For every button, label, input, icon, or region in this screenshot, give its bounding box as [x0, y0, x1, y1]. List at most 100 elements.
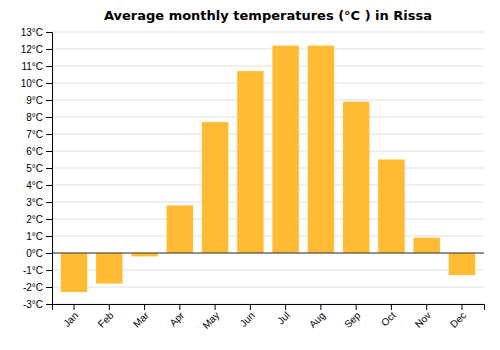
y-tick-label: 11°C: [21, 61, 43, 72]
x-tick-label: Sep: [342, 309, 363, 330]
grid-line: [52, 185, 484, 186]
y-tick-mark: [46, 134, 52, 135]
x-tick: Jun: [238, 304, 257, 329]
grid-line: [52, 134, 484, 135]
y-tick-mark: [46, 66, 52, 67]
y-tick-mark: [46, 253, 52, 254]
bar: [237, 71, 263, 253]
grid-line: [52, 66, 484, 67]
y-tick: 10°C: [21, 78, 52, 89]
y-tick-mark: [46, 236, 52, 237]
x-tick-mark: [320, 304, 321, 310]
bar: [413, 238, 439, 253]
y-tick-label: 4°C: [26, 180, 43, 191]
y-tick: -2°C: [23, 282, 52, 293]
x-tick: Jul: [275, 304, 292, 326]
x-tick: Sep: [342, 304, 363, 330]
grid-line: [52, 236, 484, 237]
zero-line: [52, 253, 484, 254]
y-tick-label: 12°C: [21, 44, 43, 55]
y-tick: 2°C: [26, 214, 52, 225]
x-tick-mark: [391, 304, 392, 310]
grid-line: [52, 49, 484, 50]
grid-line: [52, 287, 484, 288]
y-tick-label: -1°C: [23, 265, 43, 276]
y-tick-label: 13°C: [21, 27, 43, 38]
x-tick-label: Jan: [61, 310, 80, 329]
bar: [61, 253, 87, 292]
plot: -3°C-2°C-1°C0°C1°C2°C3°C4°C5°C6°C7°C8°C9…: [21, 27, 485, 331]
title: Average monthly temperatures (°C ) in Ri…: [104, 8, 432, 23]
x-tick-mark: [109, 304, 110, 310]
x-tick-mark: [426, 304, 427, 310]
bar: [343, 102, 369, 253]
x-tick-label: Oct: [379, 310, 398, 329]
y-tick-mark: [46, 287, 52, 288]
bar: [167, 205, 193, 253]
x-tick: Dec: [448, 304, 468, 330]
bar: [202, 122, 228, 253]
x-tick: Oct: [379, 304, 398, 328]
y-tick-label: 5°C: [26, 163, 43, 174]
x-tick-mark: [250, 304, 251, 310]
x-tick-mark: [461, 304, 462, 310]
y-tick: 3°C: [26, 197, 52, 208]
y-axis-line: [46, 33, 53, 305]
x-tick-mark: [285, 304, 286, 310]
grid-line: [52, 202, 484, 203]
y-tick: -1°C: [23, 265, 52, 276]
bar: [308, 46, 334, 253]
y-tick: -3°C: [23, 299, 52, 310]
x-tick-mark: [215, 304, 216, 310]
y-tick-label: 6°C: [26, 146, 43, 157]
x-axis-line: [53, 305, 485, 311]
grid-line: [52, 253, 484, 254]
y-tick-label: 0°C: [26, 248, 43, 259]
y-tick-mark: [46, 185, 52, 186]
grid-line: [52, 219, 484, 220]
x-tick-label: Aug: [307, 310, 327, 330]
grid-line: [52, 32, 484, 33]
y-axis: -3°C-2°C-1°C0°C1°C2°C3°C4°C5°C6°C7°C8°C9…: [21, 27, 53, 310]
x-tick: Nov: [413, 304, 433, 330]
y-tick-mark: [46, 270, 52, 271]
x-axis: Jan Feb Mar Apr May Jun Jul Aug Sep Oct Nov Dec: [53, 304, 485, 331]
y-tick: 8°C: [26, 112, 52, 123]
y-tick-mark: [46, 83, 52, 84]
bar: [272, 46, 298, 253]
x-tick: May: [200, 304, 221, 331]
bar: [449, 253, 475, 275]
y-tick-label: 10°C: [21, 78, 43, 89]
y-tick: 11°C: [21, 61, 52, 72]
x-tick-label: Feb: [96, 309, 116, 329]
y-tick-mark: [46, 100, 52, 101]
y-tick-mark: [46, 219, 52, 220]
y-tick-label: 2°C: [26, 214, 43, 225]
x-tick-label: Apr: [167, 309, 186, 328]
x-tick-label: Mar: [131, 309, 151, 329]
x-tick-mark: [179, 304, 180, 310]
y-tick: 6°C: [26, 146, 52, 157]
x-tick-mark: [144, 304, 145, 310]
y-tick-mark: [46, 304, 52, 305]
x-tick-label: May: [200, 310, 221, 331]
x-tick-label: Jul: [275, 310, 292, 327]
x-tick-label: Jun: [238, 310, 257, 329]
grid-line: [52, 168, 484, 169]
grid: [52, 32, 484, 304]
grid-line: [52, 83, 484, 84]
chart: -3°C-2°C-1°C0°C1°C2°C3°C4°C5°C6°C7°C8°C9…: [0, 0, 500, 350]
y-tick-label: 3°C: [26, 197, 43, 208]
y-tick-mark: [46, 151, 52, 152]
bar: [96, 253, 122, 284]
x-tick-label: Nov: [413, 310, 433, 330]
y-tick: 13°C: [21, 27, 52, 38]
y-tick: 12°C: [21, 44, 52, 55]
y-tick: 7°C: [26, 129, 52, 140]
y-tick: 9°C: [26, 95, 52, 106]
x-tick-mark: [74, 304, 75, 310]
y-tick-label: -2°C: [23, 282, 43, 293]
bar: [131, 253, 157, 256]
y-tick-label: 7°C: [26, 129, 43, 140]
y-tick-mark: [46, 117, 52, 118]
